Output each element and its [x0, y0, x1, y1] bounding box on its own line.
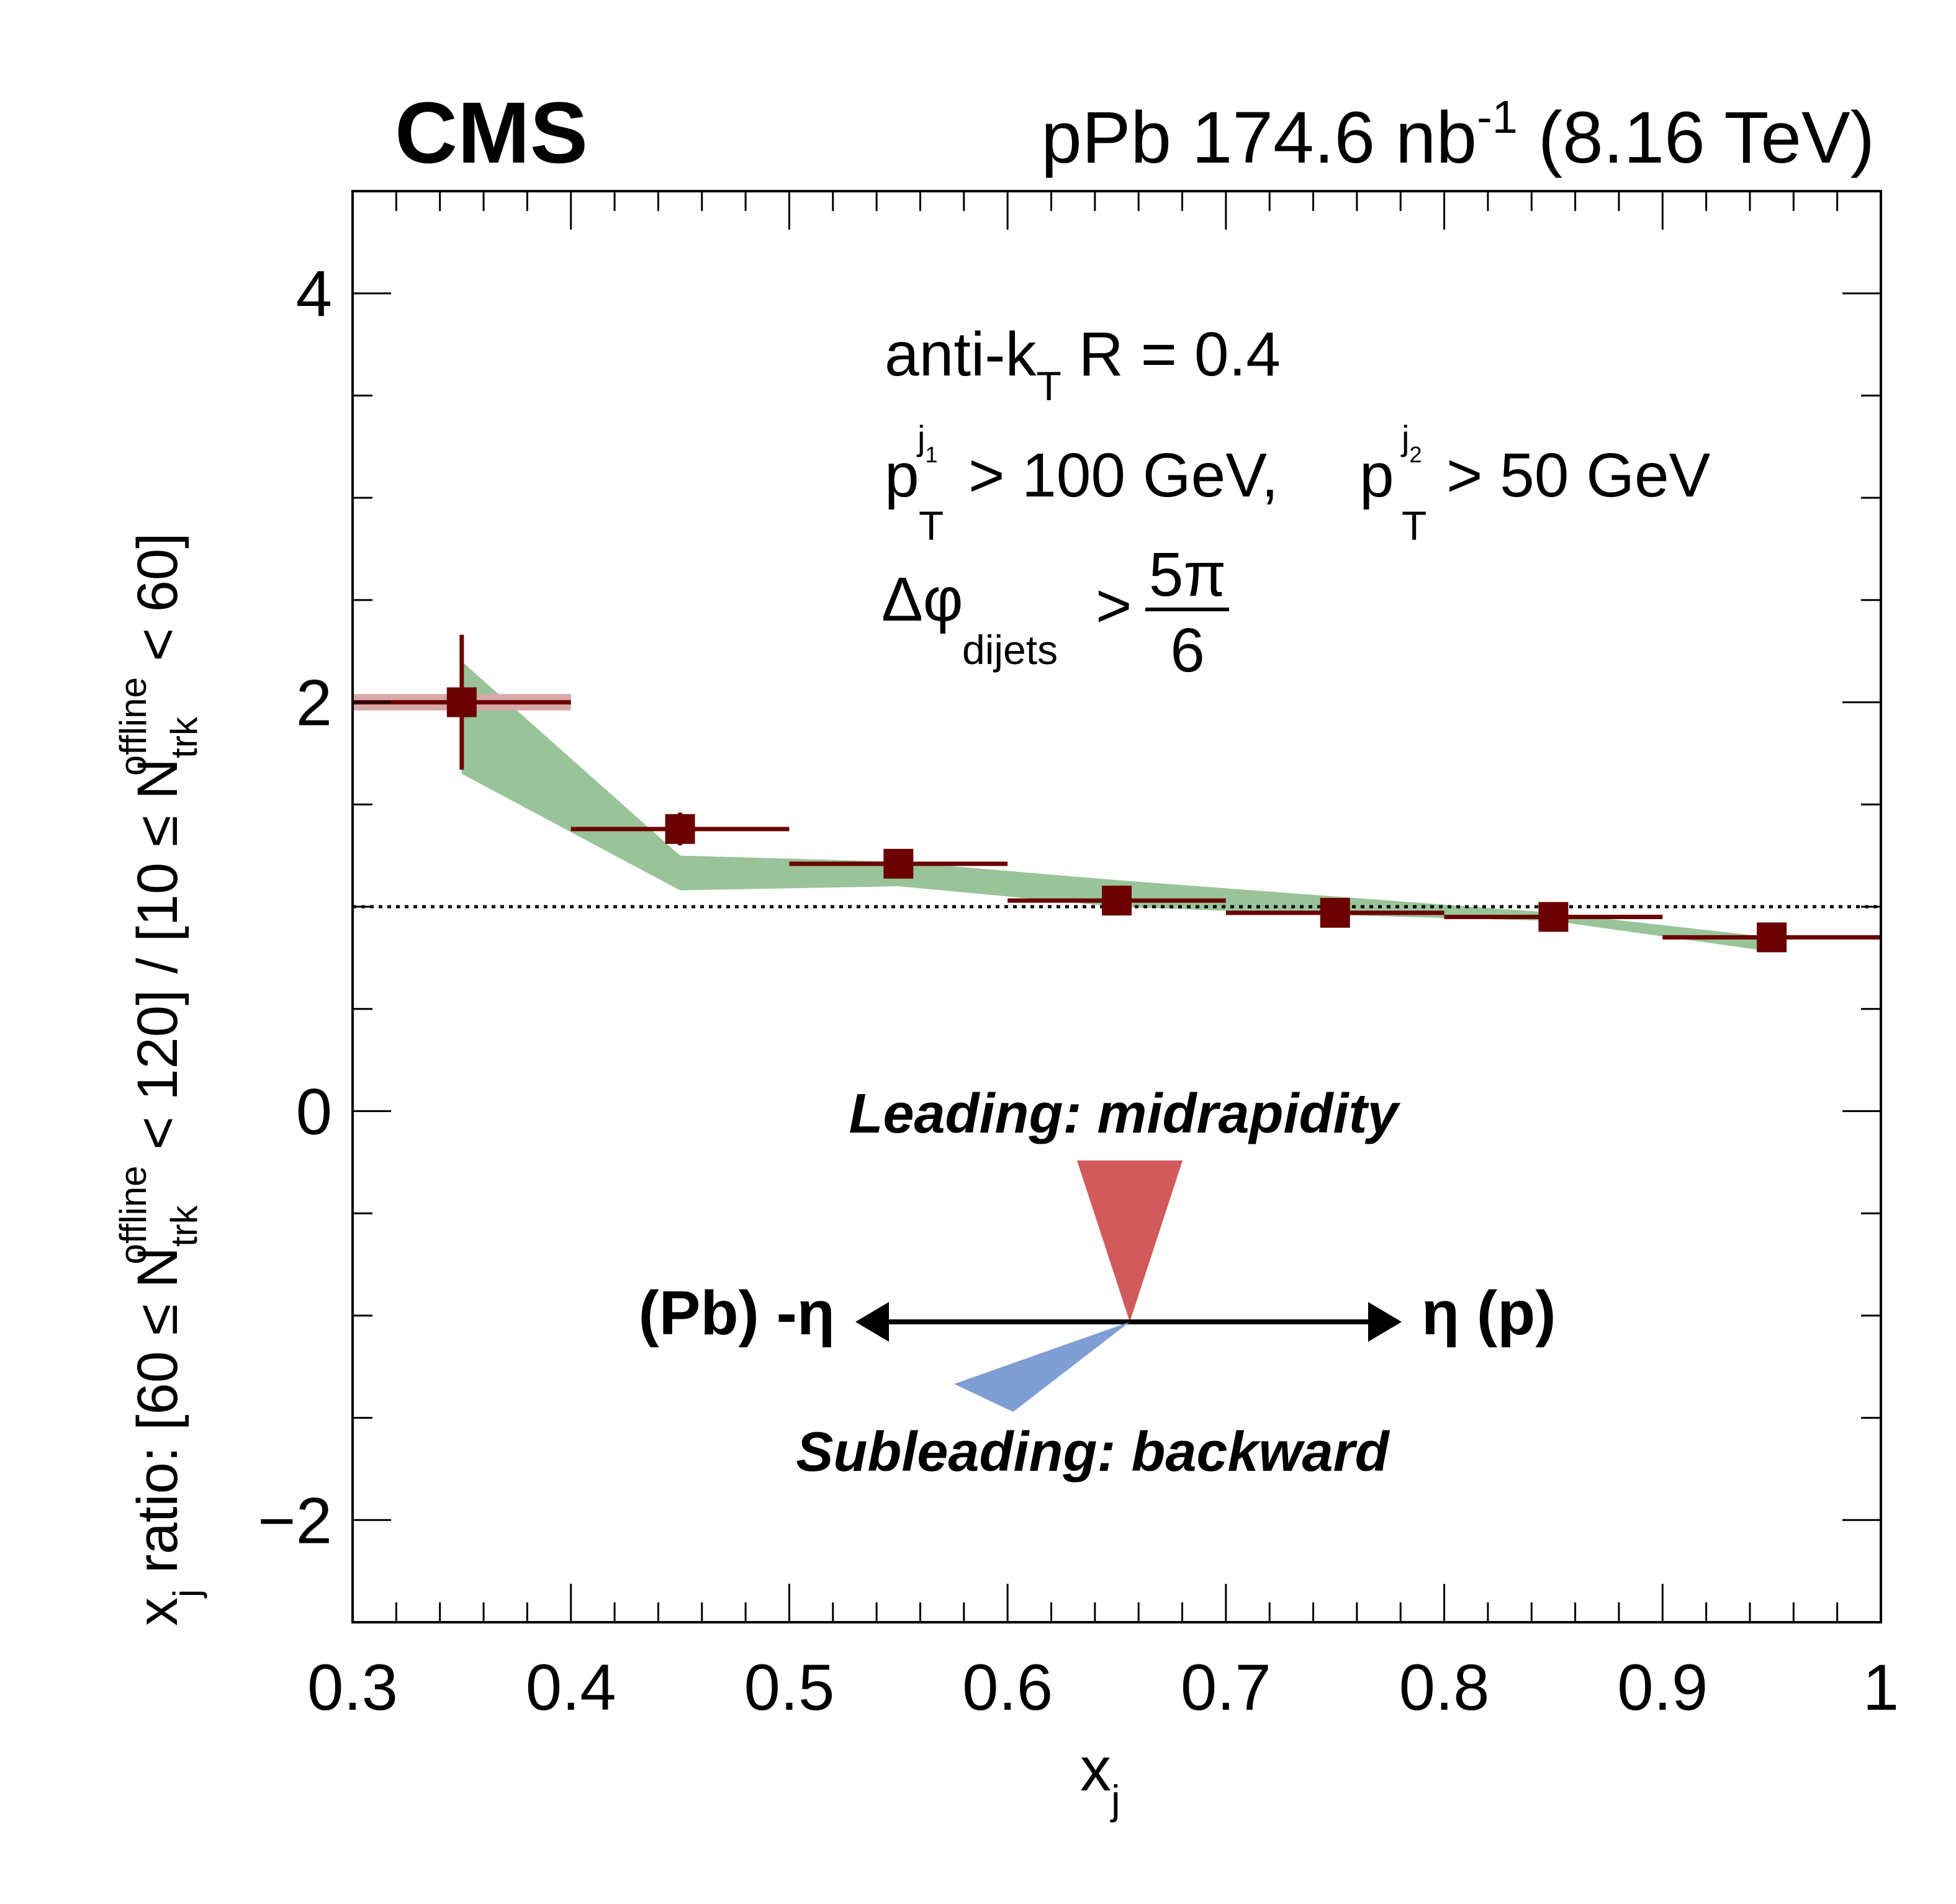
axes: 0.3 0.4 0.5 0.6 0.7 0.8 0.9 1 −2 0 2 4 [258, 190, 1899, 1724]
pt-jet-2: j2 [1400, 418, 1422, 467]
dphi-den: 6 [1170, 616, 1205, 685]
leading-wedge [1077, 1161, 1183, 1322]
x-tick-label: 0.7 [1181, 1651, 1271, 1724]
x-tick-label: 0.9 [1617, 1651, 1708, 1724]
dphi-sub: dijets [962, 627, 1058, 673]
data-layer [353, 634, 1881, 953]
syst-band [461, 661, 1772, 952]
pt-symbol-2: p [1359, 441, 1394, 510]
subleading-label: Subleading: backward [796, 1421, 1390, 1483]
x-tick-label: 0.8 [1399, 1651, 1490, 1724]
dphi-gt: > [1096, 571, 1132, 640]
x-tick-label: 0.6 [962, 1651, 1053, 1724]
data-point [1102, 886, 1132, 916]
p-direction-label: η (p) [1422, 1278, 1556, 1348]
x-axis-title: xj [1080, 1735, 1120, 1823]
arrow-right-icon [1368, 1302, 1402, 1342]
data-point [1757, 922, 1787, 953]
experiment-label: CMS [395, 84, 588, 181]
x-tick-label: 1 [1863, 1651, 1899, 1724]
y-tick-label: 0 [296, 1075, 332, 1148]
x-tick-label: 0.5 [744, 1651, 834, 1724]
pb-direction-label: (Pb) -η [638, 1278, 835, 1348]
y-axis-title: xj ratio: [60 ≤ Ntrkoffline < 120] / [10… [112, 532, 207, 1626]
arrow-left-icon [855, 1302, 889, 1342]
x-tick-label: 0.4 [526, 1651, 616, 1724]
y-tick-label: 4 [296, 258, 332, 331]
data-point [883, 848, 914, 879]
data-point [665, 814, 695, 844]
pt-cut-1: > 100 GeV, [968, 441, 1279, 510]
subleading-wedge [954, 1322, 1130, 1412]
data-point [446, 687, 477, 717]
pt-symbol-1: p [885, 441, 919, 510]
pt-cut-2: > 50 GeV [1446, 441, 1711, 510]
jet-alg-label: anti-kT R = 0.4 [885, 320, 1281, 409]
lumi-label: pPb 174.6 nb-1 (8.16 TeV) [1041, 91, 1875, 179]
y-tick-label: 2 [296, 667, 332, 740]
data-point [1538, 902, 1569, 932]
data-point [1320, 897, 1350, 928]
eta-diagram: Leading: midrapidity (Pb) -η η (p) Suble… [638, 1083, 1556, 1483]
annotation-block: anti-kT R = 0.4 p j1 T > 100 GeV, p j2 T… [881, 320, 1711, 685]
x-tick-label: 0.3 [307, 1651, 398, 1724]
pt-jet-1: j1 [916, 418, 937, 467]
y-tick-label: −2 [258, 1484, 332, 1557]
pt-T-2: T [1402, 503, 1426, 549]
leading-label: Leading: midrapidity [849, 1083, 1400, 1145]
dphi-symbol: Δφ [881, 565, 963, 634]
pt-T-1: T [919, 503, 944, 549]
dphi-num: 5π [1149, 540, 1227, 609]
